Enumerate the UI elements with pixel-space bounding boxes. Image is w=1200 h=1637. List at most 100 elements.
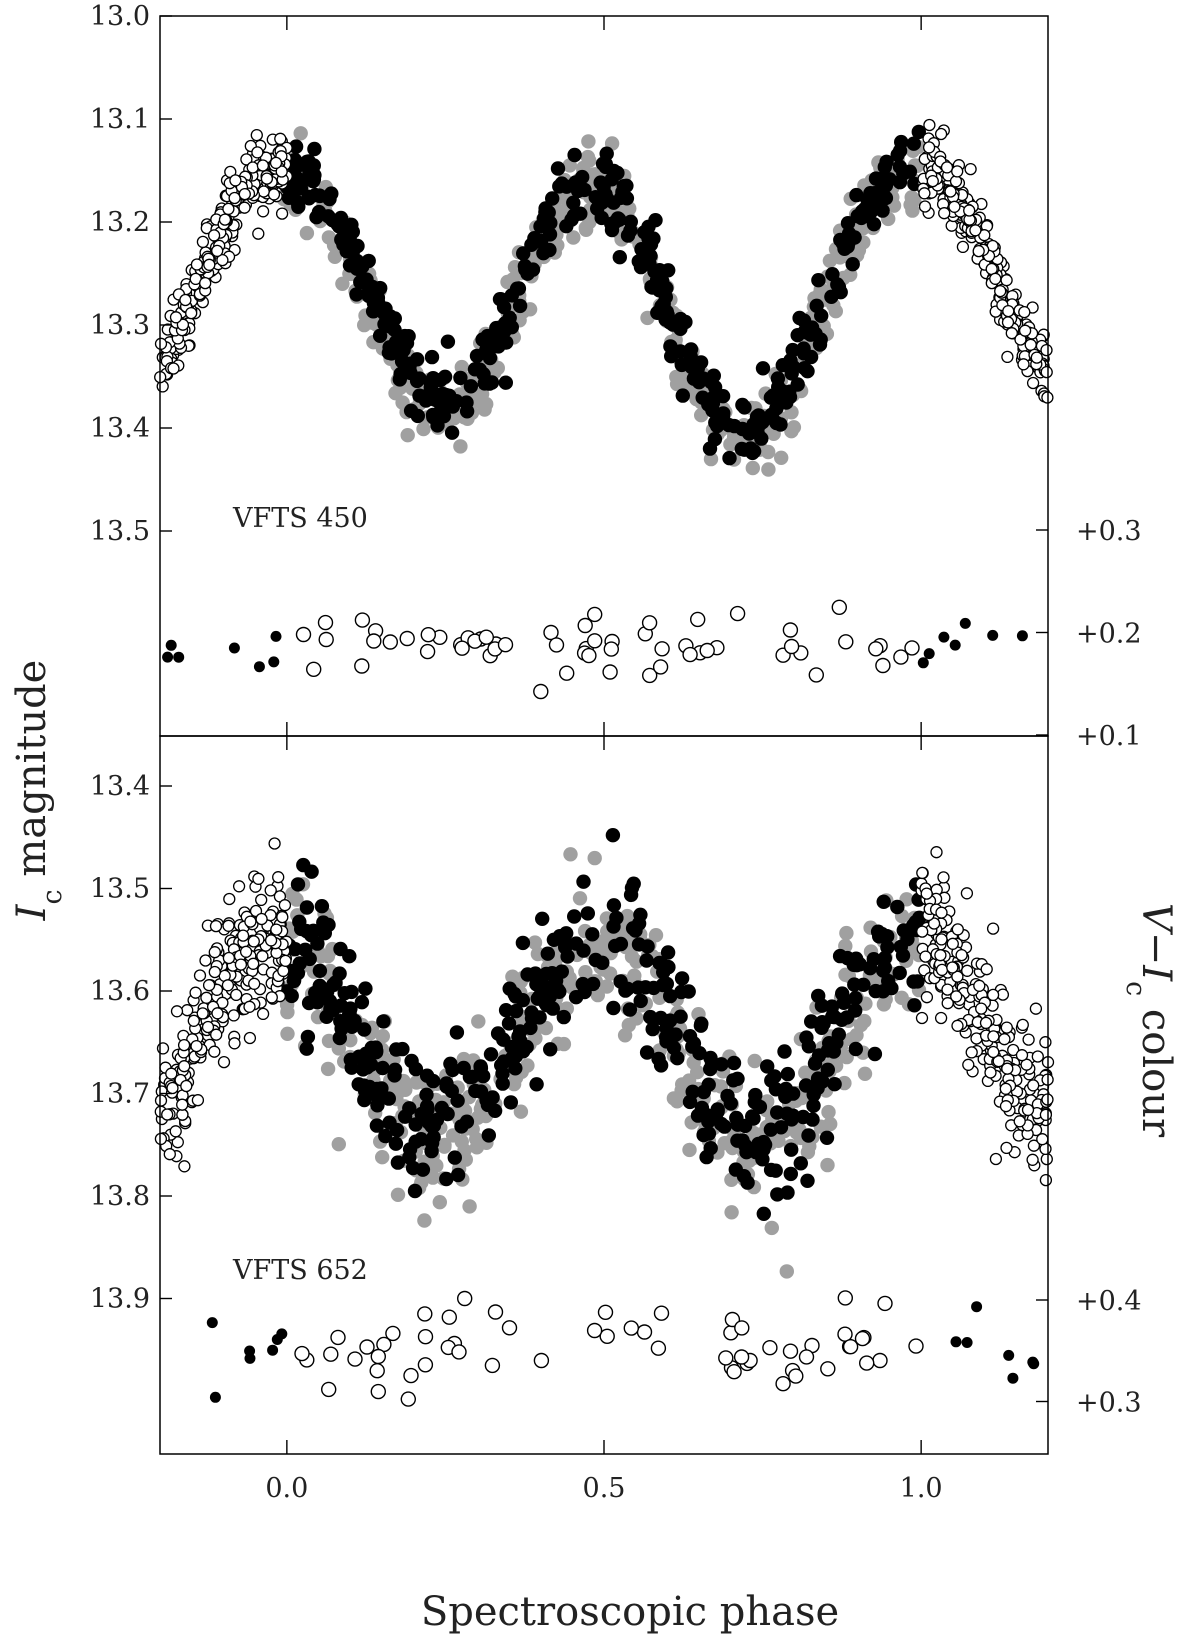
data-point-open xyxy=(1040,1152,1053,1166)
data-point-open xyxy=(1029,1002,1043,1015)
y-axis-title-left-sub: c xyxy=(37,889,68,904)
colour-point-open xyxy=(484,1357,501,1374)
data-point-filled xyxy=(830,277,845,292)
colour-point-filled xyxy=(267,1344,279,1356)
data-point-filled xyxy=(827,1077,842,1092)
colour-point-open xyxy=(441,1309,457,1325)
data-point-open xyxy=(1027,1079,1040,1092)
data-point-open xyxy=(269,156,283,170)
colour-point-open xyxy=(820,1361,836,1377)
data-point-open xyxy=(243,1031,257,1045)
data-point-filled xyxy=(493,292,509,307)
data-point-filled xyxy=(779,1106,795,1121)
data-point-filled xyxy=(503,1095,518,1110)
data-point-grey xyxy=(471,1014,486,1029)
data-point-filled xyxy=(620,228,636,243)
data-point-open xyxy=(166,1081,179,1095)
data-point-open xyxy=(178,1160,191,1173)
data-point-filled xyxy=(609,910,624,926)
data-point-grey xyxy=(320,1061,336,1077)
data-point-filled xyxy=(780,1066,795,1082)
data-point-open xyxy=(973,979,986,992)
data-point-filled xyxy=(706,368,721,383)
data-point-filled xyxy=(501,1016,517,1031)
colour-point-filled xyxy=(949,639,961,651)
data-point-filled xyxy=(730,1071,745,1087)
data-point-filled xyxy=(847,977,862,992)
data-point-grey xyxy=(417,1213,432,1228)
data-point-filled xyxy=(421,1115,437,1131)
y-tick-label-left: 13.8 xyxy=(90,1181,150,1212)
data-point-filled xyxy=(866,952,881,967)
data-point-filled xyxy=(450,1167,466,1183)
data-point-open xyxy=(154,1094,168,1107)
colour-point-open xyxy=(501,1320,518,1336)
data-point-grey xyxy=(894,990,909,1005)
colour-point-open xyxy=(420,627,436,643)
data-point-filled xyxy=(576,874,591,889)
data-point-open xyxy=(256,1007,270,1021)
data-point-open xyxy=(960,887,974,900)
data-point-filled xyxy=(498,375,513,390)
data-point-filled xyxy=(643,1009,658,1025)
data-point-filled xyxy=(419,1087,434,1103)
colour-point-open xyxy=(354,612,371,628)
data-point-open xyxy=(211,244,224,258)
data-point-filled xyxy=(357,1022,372,1037)
data-point-filled xyxy=(299,154,315,169)
colour-point-filled xyxy=(253,661,265,673)
data-point-filled xyxy=(490,1026,506,1041)
data-point-filled xyxy=(567,909,582,924)
colour-point-open xyxy=(581,647,597,664)
data-point-filled xyxy=(580,906,595,921)
x-tick-label: 1.0 xyxy=(900,1473,943,1504)
data-point-grey xyxy=(432,1195,447,1210)
data-point-open xyxy=(992,1055,1005,1068)
data-point-grey xyxy=(857,1013,872,1029)
data-point-grey xyxy=(477,402,492,417)
data-point-filled xyxy=(397,1109,413,1124)
colour-point-open xyxy=(457,1290,473,1307)
data-point-filled xyxy=(430,418,445,433)
data-point-filled xyxy=(833,232,848,248)
data-point-filled xyxy=(575,169,590,185)
data-point-open xyxy=(156,1042,170,1055)
data-point-open xyxy=(229,174,242,187)
data-point-filled xyxy=(439,1171,454,1187)
data-point-filled xyxy=(412,388,427,403)
data-point-open xyxy=(941,983,954,996)
data-point-open xyxy=(255,912,268,926)
data-point-filled xyxy=(487,338,503,354)
data-point-open xyxy=(248,977,261,990)
data-point-open xyxy=(165,1067,178,1080)
data-point-filled xyxy=(716,406,731,421)
data-point-grey xyxy=(580,149,596,165)
data-point-grey xyxy=(416,421,431,437)
data-point-filled xyxy=(784,366,799,381)
colour-point-filled xyxy=(268,656,280,668)
data-point-filled xyxy=(876,894,891,909)
data-point-grey xyxy=(375,1029,390,1044)
data-point-grey xyxy=(563,847,578,862)
data-point-filled xyxy=(419,1099,435,1114)
data-point-filled xyxy=(877,159,892,175)
data-point-filled xyxy=(483,1047,499,1062)
colour-point-open xyxy=(641,615,658,631)
colour-point-open xyxy=(400,1391,416,1407)
data-point-open xyxy=(948,200,961,213)
data-point-filled xyxy=(819,1130,835,1146)
data-point-filled xyxy=(543,1042,558,1057)
data-point-filled xyxy=(755,414,770,430)
data-point-filled xyxy=(300,1029,316,1045)
data-point-open xyxy=(189,986,202,999)
data-point-filled xyxy=(459,395,474,410)
y-tick-label-right: +0.2 xyxy=(1076,619,1142,650)
data-point-grey xyxy=(437,1137,452,1153)
panel-frame xyxy=(159,15,1049,737)
data-point-filled xyxy=(641,231,656,246)
colour-point-open xyxy=(370,1383,386,1400)
colour-point-open xyxy=(908,1338,924,1354)
data-point-open xyxy=(916,925,929,938)
data-point-grey xyxy=(590,987,605,1003)
data-point-filled xyxy=(673,344,688,359)
